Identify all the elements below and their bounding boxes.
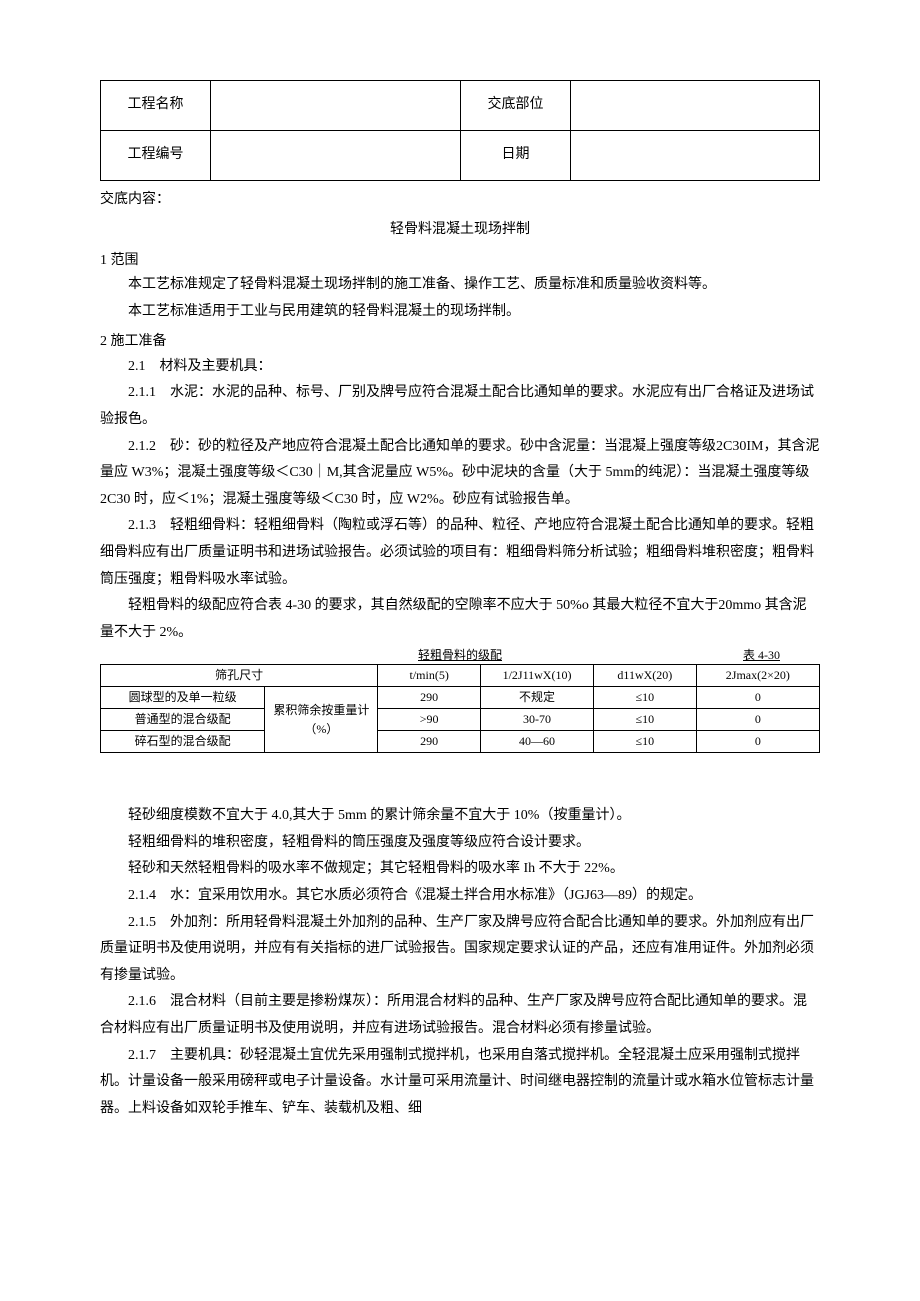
position-value [571,81,820,131]
project-name-label: 工程名称 [101,81,211,131]
sec1-p2: 本工艺标准适用于工业与民用建筑的轻骨料混凝土的现场拌制。 [100,299,820,326]
r1-c0: 圆球型的及单一粒级 [101,687,265,709]
table-caption-center: 轻粗骨料的级配 [418,646,502,665]
table-title-row: 轻粗骨料的级配 表 4-30 [100,646,820,664]
sec2-1-5: 2.1.5 外加剂：所用轻骨料混凝土外加剂的品种、生产厂家及牌号应符合配合比通知… [100,910,820,990]
after-p2: 轻粗细骨料的堆积密度，轻粗骨料的筒压强度及强度等级应符合设计要求。 [100,830,820,857]
r3-c2: 290 [378,731,481,753]
position-label: 交底部位 [461,81,571,131]
table-caption-right: 表 4-30 [743,646,780,665]
aggregate-grade-table: 筛孔尺寸 t/min(5) 1/2J11wX(10) d11wX(20) 2Jm… [100,664,820,753]
sec2-1-3b: 轻粗骨料的级配应符合表 4-30 的要求，其自然级配的空隙率不应大于 50%o … [100,593,820,646]
sec2-heading: 2 施工准备 [100,331,820,353]
r3-c5: 0 [696,731,819,753]
th-c5: 2Jmax(2×20) [696,665,819,687]
r3-c0: 碎石型的混合级配 [101,731,265,753]
sec2-1-2: 2.1.2 砂：砂的粒径及产地应符合混凝土配合比通知单的要求。砂中含泥量：当混凝… [100,434,820,514]
sec1-heading: 1 范围 [100,250,820,272]
header-table: 工程名称 交底部位 工程编号 日期 [100,80,820,181]
r2-c3: 30-70 [481,709,594,731]
th-sieve: 筛孔尺寸 [101,665,378,687]
r2-c2: >90 [378,709,481,731]
sec2-1-1: 2.1.1 水泥：水泥的品种、标号、厂别及牌号应符合混凝土配合比通知单的要求。水… [100,380,820,433]
r1-c4: ≤10 [594,687,697,709]
th-c2: t/min(5) [378,665,481,687]
project-no-label: 工程编号 [101,131,211,181]
r3-c4: ≤10 [594,731,697,753]
r1-c2: 290 [378,687,481,709]
date-label: 日期 [461,131,571,181]
sec2-1-7: 2.1.7 主要机具：砂轻混凝土宜优先采用强制式搅拌机，也采用自落式搅拌机。全轻… [100,1043,820,1123]
r2-c0: 普通型的混合级配 [101,709,265,731]
th-c3: 1/2J11wX(10) [481,665,594,687]
r2-c4: ≤10 [594,709,697,731]
sec2-1-6: 2.1.6 混合材料（目前主要是掺粉煤灰）：所用混合材料的品种、生产厂家及牌号应… [100,989,820,1042]
after-p3: 轻砂和天然轻粗骨料的吸水率不做规定；其它轻粗骨料的吸水率 Ih 不大于 22%。 [100,856,820,883]
r1-c5: 0 [696,687,819,709]
sec2-1: 2.1 材料及主要机具： [100,354,820,381]
project-no-value [211,131,461,181]
sec2-1-4: 2.1.4 水：宜采用饮用水。其它水质必须符合《混凝土拌合用水标准》（JGJ63… [100,883,820,910]
sec2-1-3: 2.1.3 轻粗细骨料：轻粗细骨料（陶粒或浮石等）的品种、粒径、产地应符合混凝土… [100,513,820,593]
after-p1: 轻砂细度模数不宜大于 4.0,其大于 5mm 的累计筛余量不宜大于 10%（按重… [100,803,820,830]
project-name-value [211,81,461,131]
r2-c5: 0 [696,709,819,731]
content-label: 交底内容： [100,189,820,211]
th-c4: d11wX(20) [594,665,697,687]
merged-label: 累积筛余按重量计（%） [265,687,378,753]
r3-c3: 40—60 [481,731,594,753]
date-value [571,131,820,181]
sec1-p1: 本工艺标准规定了轻骨料混凝土现场拌制的施工准备、操作工艺、质量标准和质量验收资料… [100,272,820,299]
r1-c3: 不规定 [481,687,594,709]
document-title: 轻骨料混凝土现场拌制 [100,219,820,241]
